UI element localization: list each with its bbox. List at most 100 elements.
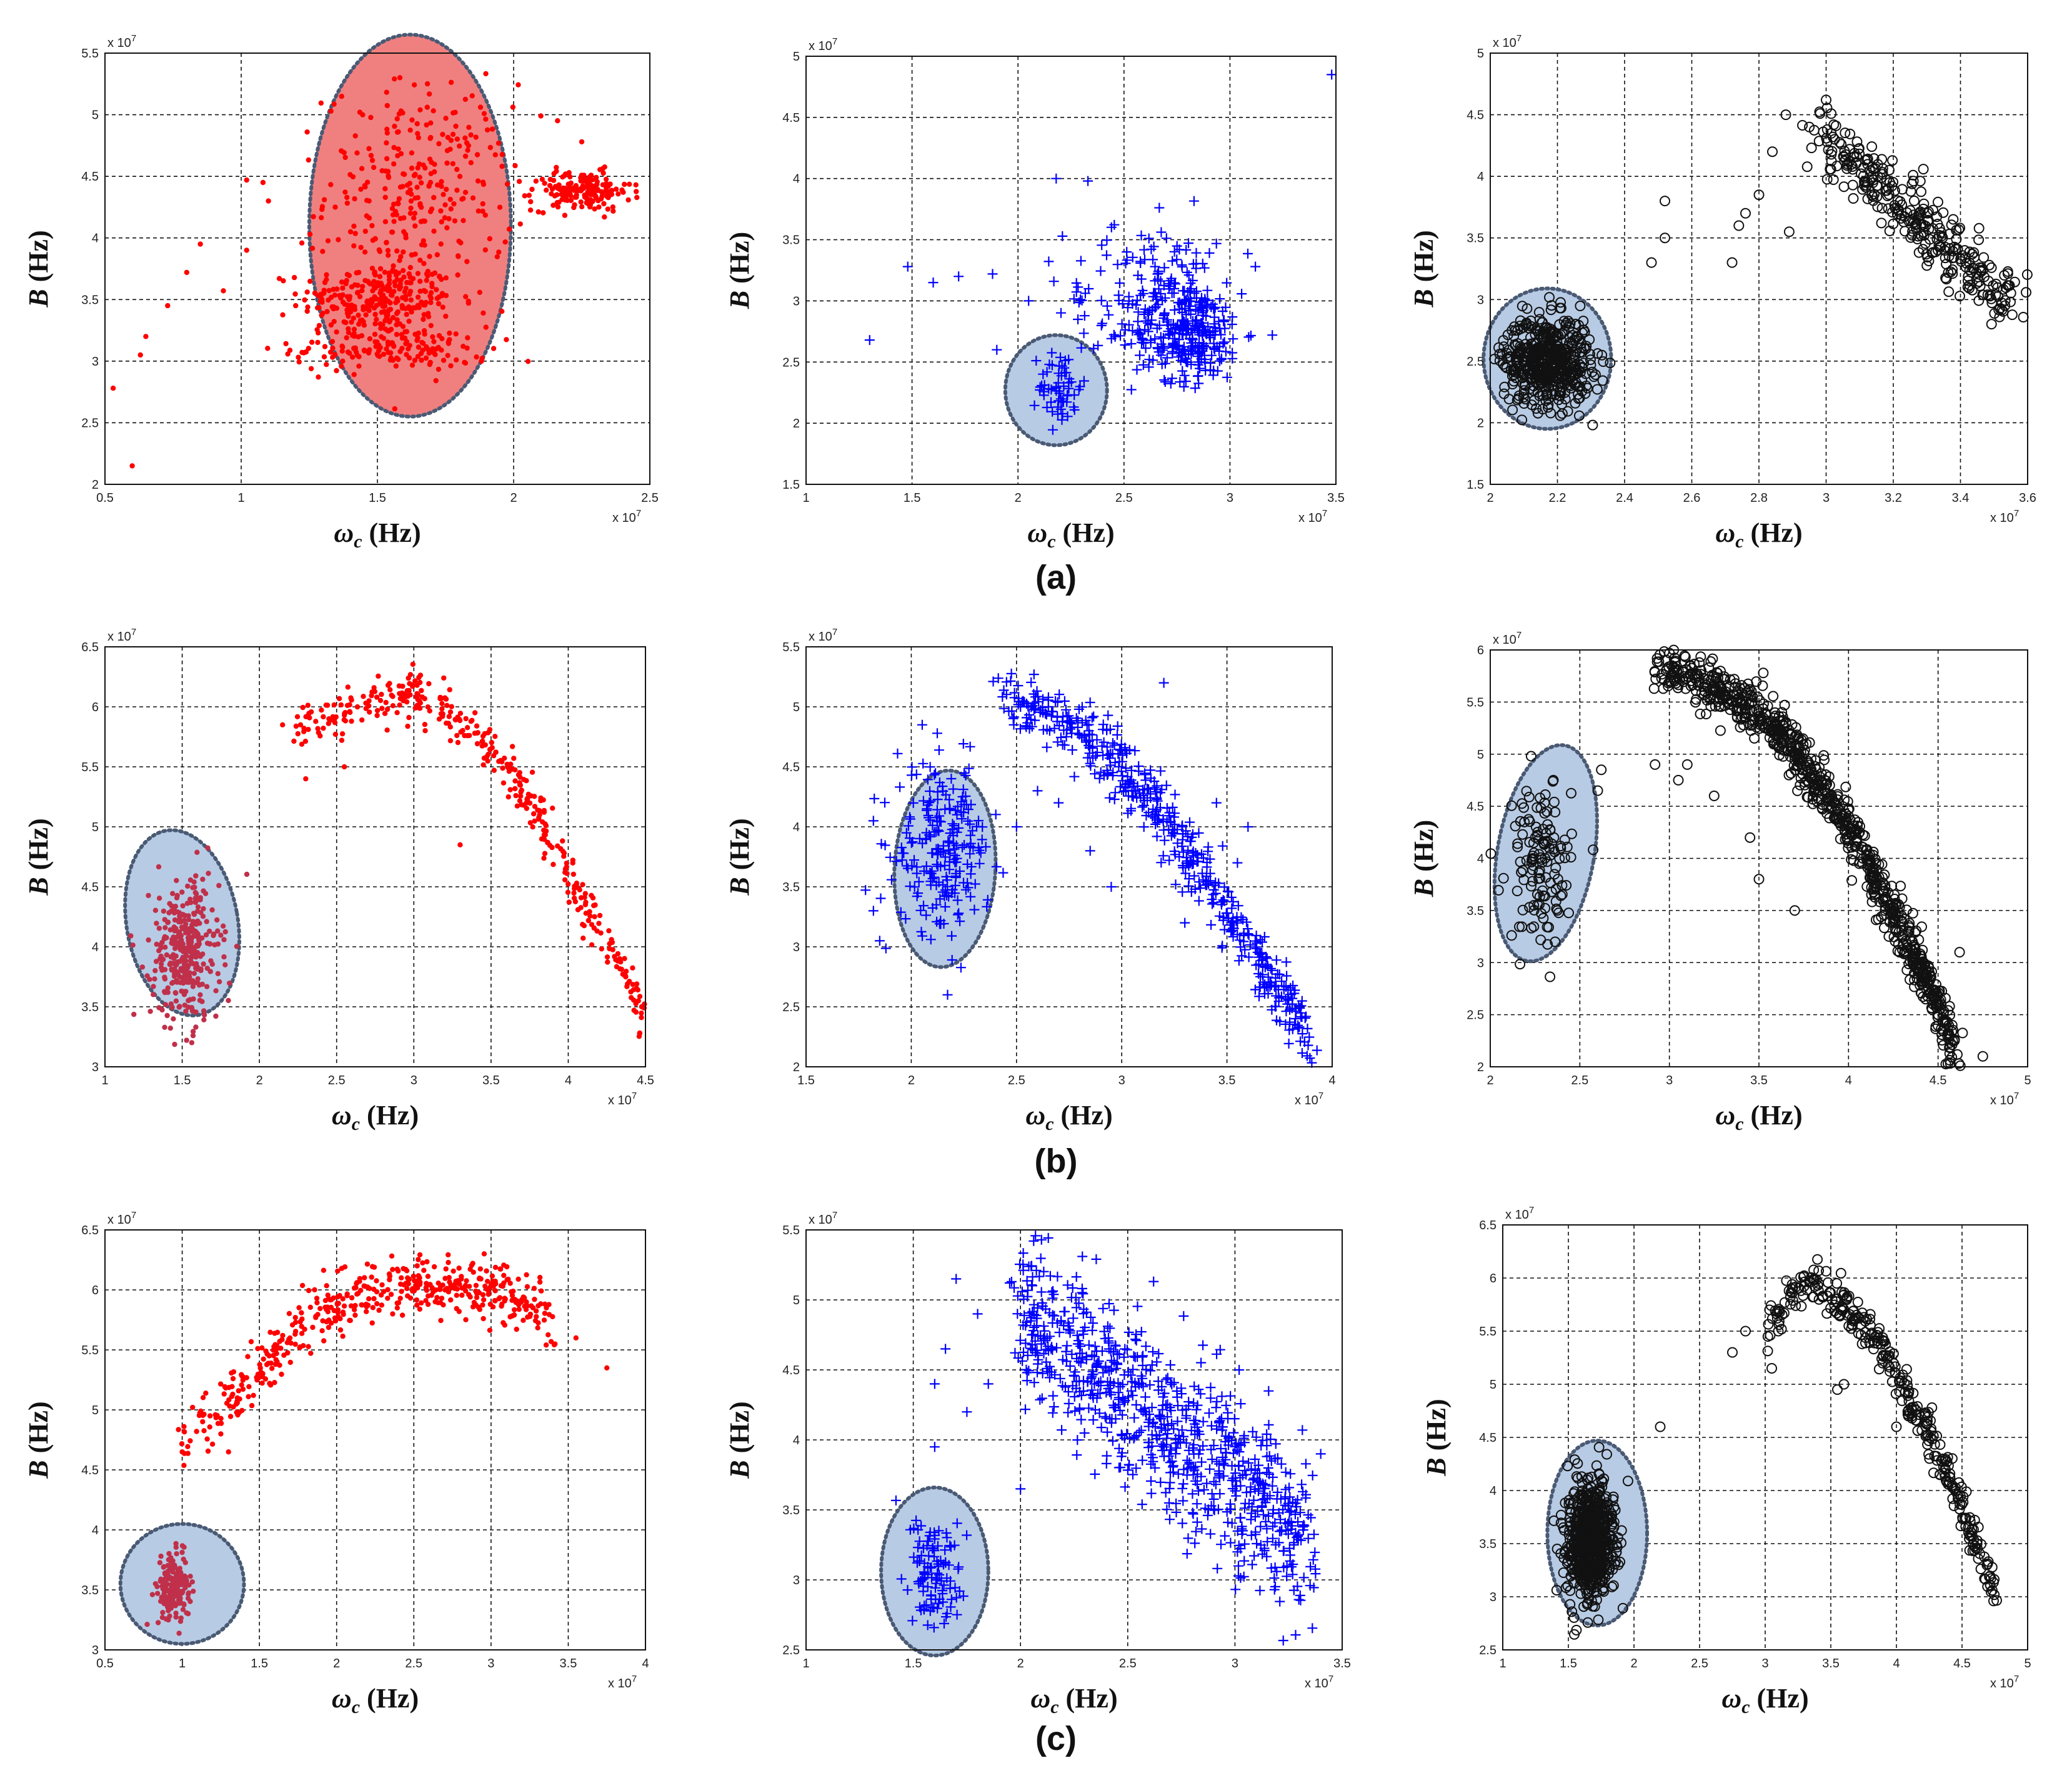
data-point (146, 892, 151, 899)
data-point (164, 1012, 170, 1019)
data-point (1193, 359, 1203, 370)
data-point (398, 151, 404, 157)
data-point (407, 681, 412, 687)
data-point (589, 942, 595, 948)
data-point (605, 959, 610, 965)
data-point (174, 979, 180, 985)
data-point (1157, 359, 1167, 369)
data-point (360, 284, 366, 289)
data-point (580, 922, 585, 927)
data-point (568, 193, 574, 199)
data-point (444, 225, 450, 231)
data-point (1123, 296, 1134, 306)
tick-labels: 0.5 1 1.5 2 2.522.533.544.555.5 (81, 47, 659, 505)
data-point (169, 903, 174, 909)
data-point (362, 228, 368, 234)
data-point (1152, 294, 1162, 304)
data-point (305, 304, 311, 310)
points (864, 69, 1337, 435)
data-point (446, 721, 451, 726)
x-tick-label: 1.5 (174, 1074, 191, 1087)
data-point (377, 266, 384, 272)
data-point (566, 899, 572, 905)
data-point (396, 356, 401, 362)
data-point (565, 181, 571, 187)
data-point (179, 924, 185, 930)
data-point (416, 674, 422, 681)
data-point (324, 702, 331, 708)
data-point (439, 347, 444, 353)
data-point (1143, 309, 1153, 319)
data-point (550, 806, 555, 811)
data-point (591, 925, 597, 931)
data-point (455, 253, 461, 259)
data-point (1202, 295, 1213, 306)
data-point (1193, 371, 1203, 381)
data-point (156, 896, 162, 901)
data-point (349, 697, 354, 703)
data-point (1140, 343, 1151, 354)
data-point (406, 271, 412, 277)
data-point (316, 330, 321, 336)
x-tick-label: 3 (1227, 491, 1233, 505)
data-point (603, 176, 609, 182)
data-point (1167, 256, 1178, 266)
data-point (555, 843, 560, 849)
y-tick-label: 5 (793, 50, 800, 64)
data-point (512, 162, 518, 169)
data-point (169, 940, 174, 946)
y-tick-label: 2.5 (1467, 355, 1484, 369)
data-point (1057, 414, 1067, 425)
data-point (221, 923, 226, 929)
data-point (182, 1002, 187, 1008)
data-point (1186, 337, 1197, 348)
data-point (572, 899, 579, 905)
data-point (462, 135, 468, 141)
y-tick-label: 5.5 (81, 47, 99, 61)
data-point (221, 937, 227, 942)
y-tick-label: 5.5 (81, 761, 99, 774)
data-point (619, 966, 624, 972)
data-point (1150, 287, 1160, 298)
data-point (280, 312, 286, 317)
data-point (444, 186, 449, 192)
data-point (321, 714, 326, 720)
data-point (588, 172, 594, 178)
data-point (382, 219, 389, 224)
data-point (176, 972, 182, 979)
data-point (1127, 326, 1138, 336)
data-point (307, 278, 313, 284)
data-point (385, 682, 391, 688)
data-point (293, 302, 299, 309)
data-point (281, 278, 286, 284)
data-point (1133, 329, 1144, 340)
data-point (1079, 311, 1090, 321)
data-point (306, 157, 311, 163)
data-point (1228, 334, 1238, 344)
data-point (351, 243, 357, 249)
data-point (525, 791, 531, 797)
data-point (412, 195, 418, 201)
data-point (1075, 256, 1086, 266)
data-point (430, 334, 436, 340)
data-point (366, 307, 372, 313)
data-point (412, 331, 418, 337)
data-point (167, 1026, 173, 1031)
data-point (539, 176, 545, 182)
x-tick-label: 1.5 (369, 491, 386, 505)
data-point (379, 168, 385, 174)
y-tick-label: 4.5 (81, 170, 99, 184)
data-point (1063, 377, 1074, 388)
data-point (497, 204, 503, 210)
data-point (409, 191, 414, 197)
data-point (570, 871, 576, 877)
x-tick-label: 0.5 (96, 491, 114, 505)
data-point (406, 355, 412, 361)
data-point (403, 286, 409, 291)
y-tick-label: 2.5 (81, 416, 99, 430)
data-point (527, 207, 534, 213)
data-point (197, 952, 204, 958)
data-point (213, 988, 219, 994)
data-point (446, 714, 452, 719)
x-tick-label: 4 (565, 1074, 572, 1087)
